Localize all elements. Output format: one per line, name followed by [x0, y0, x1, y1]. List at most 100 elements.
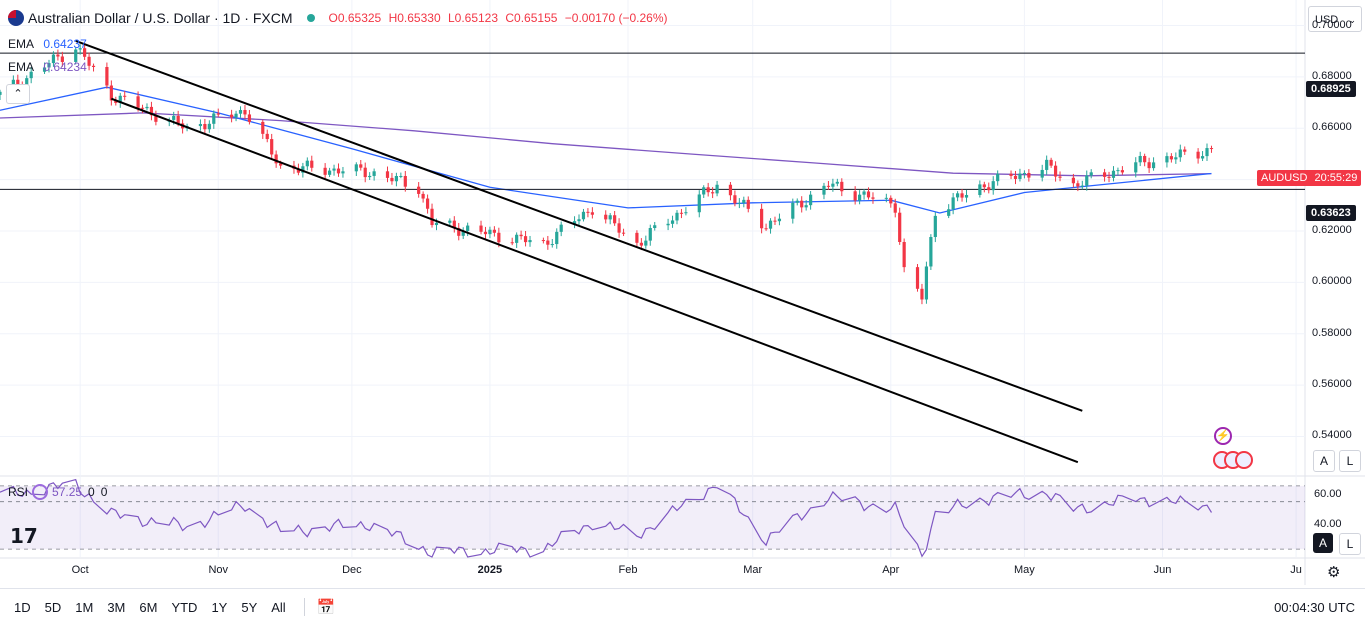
timeframe-6m[interactable]: 6M — [139, 599, 158, 615]
timeframe-all[interactable]: All — [271, 599, 286, 615]
bolt-icon[interactable]: ⚡ — [1214, 427, 1232, 445]
candle-body — [826, 185, 831, 187]
candle-body — [613, 215, 617, 224]
rsi-tick-60: 60.00 — [1314, 488, 1342, 500]
timeframe-1m[interactable]: 1M — [75, 599, 94, 615]
candle-body — [858, 194, 862, 201]
candle-body — [822, 185, 826, 195]
candle-body — [1143, 155, 1147, 163]
candle-body — [947, 209, 951, 216]
utc-clock[interactable]: 00:04:30 UTC — [1274, 599, 1355, 615]
price-tick: 0.54000 — [1312, 429, 1352, 442]
rsi-log-scale-button[interactable]: L — [1339, 533, 1361, 555]
candle-body — [488, 229, 492, 235]
chevron-down-icon: ⌄ — [1348, 15, 1356, 25]
candle-body — [1120, 170, 1124, 173]
candle-body — [368, 175, 372, 178]
candle-body — [915, 267, 920, 289]
ema-fast-label: EMA — [8, 37, 35, 51]
rsi-settings-icon[interactable] — [32, 484, 49, 500]
ema-slow-legend[interactable]: EMA 0.64234 — [8, 60, 87, 74]
candle-body — [795, 200, 799, 203]
candle-body — [884, 197, 888, 199]
candle-body — [492, 229, 496, 233]
candle-body — [604, 214, 608, 220]
candle-body — [1209, 148, 1214, 150]
timeframe-1d[interactable]: 1D — [14, 599, 31, 615]
price-tick: 0.60000 — [1312, 275, 1352, 288]
candle-body — [1089, 172, 1093, 176]
candle-body — [711, 192, 715, 194]
auto-scale-button[interactable]: A — [1313, 450, 1335, 472]
time-tick: Feb — [618, 564, 638, 576]
candle-body — [140, 107, 145, 109]
candle-body — [648, 228, 652, 241]
collapse-legend-button[interactable]: ⌃ — [6, 84, 30, 104]
candle-body — [1200, 156, 1205, 159]
candle-body — [791, 202, 795, 219]
candle-body — [773, 220, 777, 222]
candle-body — [519, 234, 523, 237]
log-scale-button[interactable]: L — [1339, 450, 1361, 472]
candle-body — [247, 114, 252, 122]
time-tick: Nov — [208, 564, 229, 576]
candle-body — [1174, 157, 1178, 160]
us-flag-event-icon[interactable] — [1235, 451, 1253, 469]
candle-body — [1040, 169, 1044, 178]
candle-body — [123, 95, 127, 97]
timeframe-5y[interactable]: 5Y — [241, 599, 258, 615]
timeframe-5d[interactable]: 5D — [44, 599, 62, 615]
timeframe-3m[interactable]: 3M — [107, 599, 126, 615]
candle-body — [457, 228, 461, 236]
candle-body — [105, 66, 109, 86]
ema-slow-line — [0, 112, 1212, 177]
candle-body — [1085, 175, 1089, 186]
candle-body — [1058, 176, 1062, 178]
ema-fast-line — [0, 86, 1212, 214]
candle-body — [83, 48, 87, 57]
candle-body — [359, 164, 363, 168]
time-tick: Apr — [882, 564, 900, 576]
currency-select[interactable]: USD ⌄ — [1308, 6, 1362, 32]
candle-body — [145, 106, 149, 109]
tradingview-logo: 17 — [10, 524, 38, 548]
candle-body — [1165, 156, 1169, 163]
candle-body — [461, 230, 465, 236]
rsi-auto-scale-button[interactable]: A — [1313, 533, 1333, 553]
timeframe-1y[interactable]: 1Y — [211, 599, 228, 615]
candle-body — [390, 177, 394, 182]
candle-body — [301, 166, 305, 173]
candle-body — [296, 168, 301, 173]
candle-body — [590, 212, 594, 215]
candle-body — [706, 187, 710, 193]
candle-body — [363, 167, 367, 178]
candle-body — [978, 184, 982, 195]
candle-body — [1111, 170, 1116, 178]
high-value: H0.65330 — [388, 11, 441, 25]
candle-body — [853, 191, 857, 201]
candle-body — [29, 71, 33, 79]
ohlc-values: O0.65325 H0.65330 L0.65123 C0.65155 −0.0… — [329, 11, 672, 25]
symbol-title[interactable]: Australian Dollar / U.S. Dollar · 1D · F… — [28, 10, 293, 26]
ema-slow-value: 0.64234 — [43, 60, 87, 74]
gear-icon[interactable]: ⚙ — [1327, 564, 1341, 581]
candle-body — [430, 208, 434, 226]
candle-body — [1196, 151, 1200, 159]
market-status-dot[interactable] — [306, 14, 315, 22]
candle-body — [768, 220, 773, 229]
currency-label: USD — [1315, 14, 1339, 26]
calendar-icon[interactable]: 📅 — [303, 598, 335, 616]
candle-body — [581, 211, 586, 220]
rsi-label: RSI — [8, 485, 29, 499]
ema-fast-legend[interactable]: EMA 0.64237 — [8, 37, 87, 51]
timeframe-ytd[interactable]: YTD — [171, 599, 198, 615]
candle-body — [675, 212, 679, 221]
change-value: −0.00170 (−0.26%) — [564, 11, 668, 25]
candle-body — [670, 220, 675, 224]
rsi-legend[interactable]: RSI 57.25 0 0 — [8, 484, 107, 500]
candle-body — [764, 228, 768, 230]
candle-body — [16, 79, 20, 86]
candle-body — [497, 232, 501, 243]
price-tick: 0.66000 — [1312, 121, 1352, 134]
